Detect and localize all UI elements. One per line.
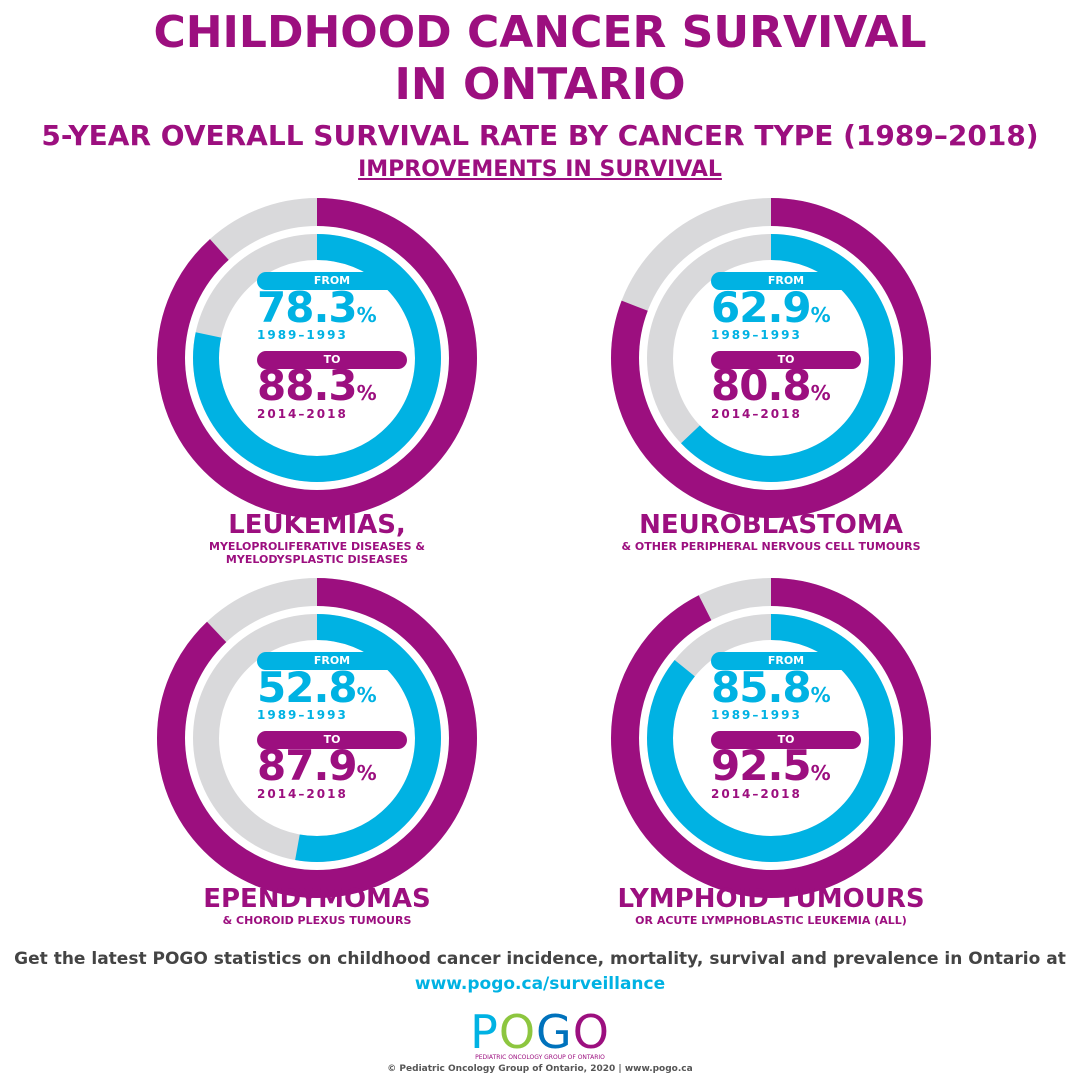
from-value-number: 62.9 [711,283,812,332]
from-value-unit: % [356,683,377,707]
to-pill: TO [711,351,861,369]
chart-label-sub: & CHOROID PLEXUS TUMOURS [222,914,412,927]
from-pill: FROM [711,652,861,670]
to-value-unit: % [356,381,377,405]
copyright: © Pediatric Oncology Group of Ontario, 2… [387,1064,693,1074]
chart-label-leukemias: LEUKEMIAS, MYELOPROLIFERATIVE DISEASES &… [157,510,477,566]
to-value-number: 92.5 [711,741,812,790]
to-value: 88.3% [257,365,377,414]
from-pill: FROM [257,652,407,670]
from-period: 1989–1993 [711,708,802,722]
page-subtitle: 5-YEAR OVERALL SURVIVAL RATE BY CANCER T… [41,119,1039,152]
from-value-unit: % [356,303,377,327]
inner-ring-from-value [647,614,895,862]
donut-center: FROM 62.9% 1989–1993 TO 80.8% 2014–2018 [611,198,931,518]
inner-ring-from-value [647,234,895,482]
logo-subtitle: PEDIATRIC ONCOLOGY GROUP OF ONTARIO [475,1054,605,1061]
to-value: 80.8% [711,365,831,414]
donut-center: FROM 52.8% 1989–1993 TO 87.9% 2014–2018 [157,578,477,898]
outer-ring-to-value [157,198,477,518]
chart-label-main: EPENDYMOMAS [203,884,431,914]
donut-svg [611,198,931,518]
from-value-number: 52.8 [257,663,358,712]
from-value: 62.9% [711,287,831,336]
from-period: 1989–1993 [257,328,348,342]
from-pill: FROM [257,272,407,290]
pogo-logo: POGO [470,1005,610,1059]
chart-label-main: NEUROBLASTOMA [639,510,903,540]
to-pill: TO [257,731,407,749]
donut-svg [157,578,477,898]
from-value-unit: % [810,303,831,327]
to-pill: TO [257,351,407,369]
donut-svg [157,198,477,518]
to-value-unit: % [810,381,831,405]
to-value-number: 88.3 [257,361,358,410]
page-title-line1: CHILDHOOD CANCER SURVIVAL [153,7,927,58]
from-period: 1989–1993 [711,328,802,342]
to-value: 92.5% [711,745,831,794]
chart-label-neuroblastoma: NEUROBLASTOMA & OTHER PERIPHERAL NERVOUS… [571,510,971,553]
to-value-number: 87.9 [257,741,358,790]
donut-chart-lymphoid: FROM 85.8% 1989–1993 TO 92.5% 2014–2018 [611,578,931,898]
from-period: 1989–1993 [257,708,348,722]
from-value-number: 85.8 [711,663,812,712]
outer-ring-to-value [611,578,931,898]
inner-ring-from-value [193,614,441,862]
outer-ring-to-value [157,578,477,898]
to-value-unit: % [356,761,377,785]
chart-label-sub: MYELOPROLIFERATIVE DISEASES & MYELODYSPL… [209,540,425,566]
section-heading: IMPROVEMENTS IN SURVIVAL [358,157,722,182]
donut-chart-leukemias: FROM 78.3% 1989–1993 TO 88.3% 2014–2018 [157,198,477,518]
donut-center: FROM 78.3% 1989–1993 TO 88.3% 2014–2018 [157,198,477,518]
inner-ring-from-value [193,234,441,482]
surveillance-link[interactable]: www.pogo.ca/surveillance [414,974,666,994]
from-value-number: 78.3 [257,283,358,332]
donut-chart-neuroblastoma: FROM 62.9% 1989–1993 TO 80.8% 2014–2018 [611,198,931,518]
from-value: 52.8% [257,667,377,716]
to-pill: TO [711,731,861,749]
chart-label-main: LEUKEMIAS, [228,510,406,540]
from-value: 78.3% [257,287,377,336]
chart-label-main: LYMPHOID TUMOURS [617,884,925,914]
outer-ring-to-value [611,198,931,518]
to-period: 2014–2018 [257,787,348,801]
chart-label-sub: & OTHER PERIPHERAL NERVOUS CELL TUMOURS [621,540,921,553]
to-value-unit: % [810,761,831,785]
to-value: 87.9% [257,745,377,794]
from-value: 85.8% [711,667,831,716]
donut-svg [611,578,931,898]
chart-label-lymphoid: LYMPHOID TUMOURS OR ACUTE LYMPHOBLASTIC … [571,884,971,927]
from-value-unit: % [810,683,831,707]
footer-text: Get the latest POGO statistics on childh… [14,949,1066,969]
chart-label-sub: OR ACUTE LYMPHOBLASTIC LEUKEMIA (ALL) [635,914,907,927]
page-title-line2: IN ONTARIO [394,59,686,110]
to-value-number: 80.8 [711,361,812,410]
to-period: 2014–2018 [711,407,802,421]
donut-chart-ependymomas: FROM 52.8% 1989–1993 TO 87.9% 2014–2018 [157,578,477,898]
from-pill: FROM [711,272,861,290]
donut-center: FROM 85.8% 1989–1993 TO 92.5% 2014–2018 [611,578,931,898]
to-period: 2014–2018 [257,407,348,421]
to-period: 2014–2018 [711,787,802,801]
chart-label-ependymomas: EPENDYMOMAS & CHOROID PLEXUS TUMOURS [157,884,477,927]
